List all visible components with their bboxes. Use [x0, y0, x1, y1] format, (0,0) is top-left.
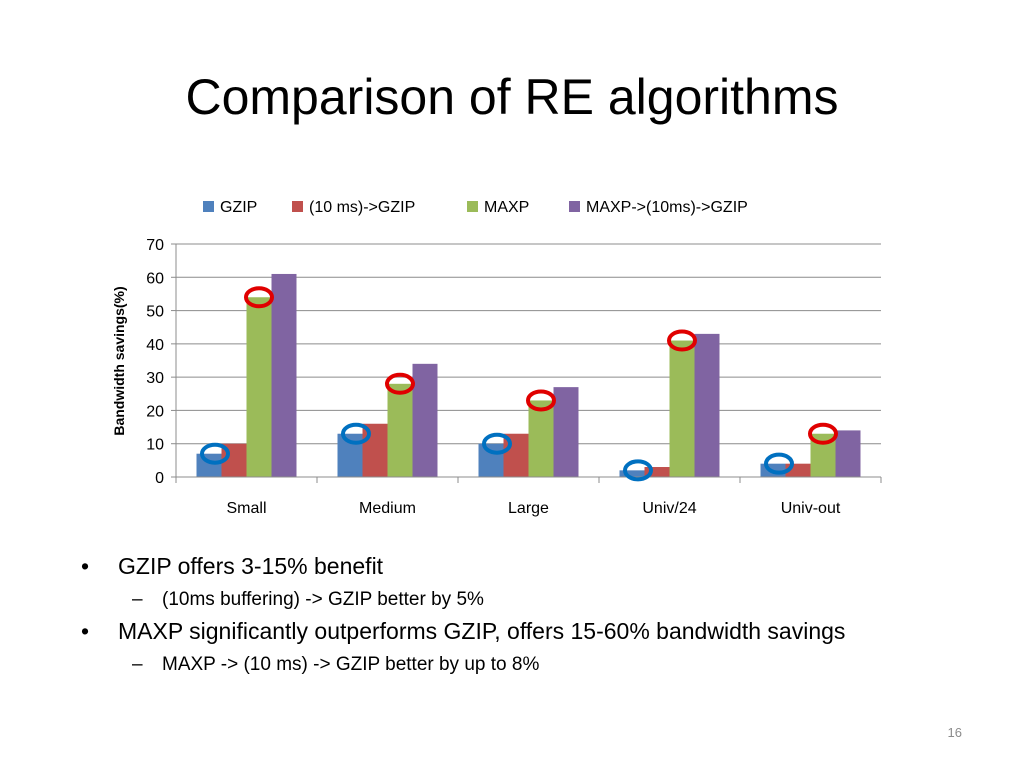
bar [246, 297, 272, 477]
chart-legend: GZIP (10 ms)->GZIP MAXP MAXP->(10ms)->GZIP [203, 199, 748, 216]
legend-swatch [467, 201, 478, 212]
bar [644, 467, 670, 477]
bar [196, 453, 222, 477]
y-axis-ticks: 0 10 20 30 40 50 60 70 [146, 237, 176, 487]
bar [387, 383, 413, 477]
annotation-circle [385, 372, 415, 395]
x-tick-label: Univ-out [781, 500, 841, 517]
sub-bullet-item: MAXP -> (10 ms) -> GZIP better by up to … [76, 652, 976, 678]
annotation-circle [667, 329, 697, 352]
y-axis-label: Bandwidth savings(%) [111, 286, 127, 435]
bar-chart: GZIP (10 ms)->GZIP MAXP MAXP->(10ms)->GZIP … [111, 199, 882, 517]
sub-bullet-item: (10ms buffering) -> GZIP better by 5% [76, 587, 976, 613]
chart-axes [175, 244, 882, 483]
y-tick-label: 50 [146, 304, 164, 321]
bar [528, 400, 554, 477]
annotation-circle [526, 389, 556, 412]
x-tick-label: Univ/24 [642, 500, 696, 517]
y-tick-label: 20 [146, 403, 164, 420]
legend-label: (10 ms)->GZIP [309, 199, 415, 216]
annotation-circle [623, 459, 653, 482]
annotation-circle [808, 422, 838, 445]
legend-swatch [569, 201, 580, 212]
bullet-item: MAXP significantly outperforms GZIP, off… [76, 617, 976, 646]
y-tick-label: 30 [146, 370, 164, 387]
x-axis-category-labels: Small Medium Large Univ/24 Univ-out [226, 500, 840, 517]
legend-label: MAXP [484, 199, 529, 216]
bar [478, 443, 504, 477]
chart-bars [196, 273, 861, 477]
bullet-item: GZIP offers 3-15% benefit [76, 552, 976, 581]
bar [271, 273, 297, 477]
annotation-circle [244, 286, 274, 309]
x-tick-label: Medium [359, 500, 416, 517]
y-tick-label: 60 [146, 270, 164, 287]
slide-title: Comparison of RE algorithms [185, 69, 839, 125]
bar [619, 470, 645, 477]
bar [835, 430, 861, 477]
x-tick-label: Large [508, 500, 549, 517]
slide-number: 16 [947, 725, 962, 740]
x-tick-label: Small [226, 500, 266, 517]
legend-label: GZIP [220, 199, 257, 216]
annotation-circle [200, 442, 230, 465]
annotation-circle [764, 452, 794, 475]
annotation-circle [482, 432, 512, 455]
annotation-circle [341, 422, 371, 445]
legend-label: MAXP->(10ms)->GZIP [586, 199, 748, 216]
legend-swatch [292, 201, 303, 212]
bar [694, 333, 720, 477]
bar [553, 387, 579, 477]
y-tick-label: 10 [146, 437, 164, 454]
bar [412, 363, 438, 477]
bullet-list: GZIP offers 3-15% benefit (10ms bufferin… [76, 548, 976, 682]
y-tick-label: 40 [146, 337, 164, 354]
y-tick-label: 0 [155, 470, 164, 487]
bar [362, 423, 388, 477]
chart-annotation-circles [200, 286, 838, 482]
legend-swatch [203, 201, 214, 212]
y-tick-label: 70 [146, 237, 164, 254]
bar [669, 340, 695, 477]
